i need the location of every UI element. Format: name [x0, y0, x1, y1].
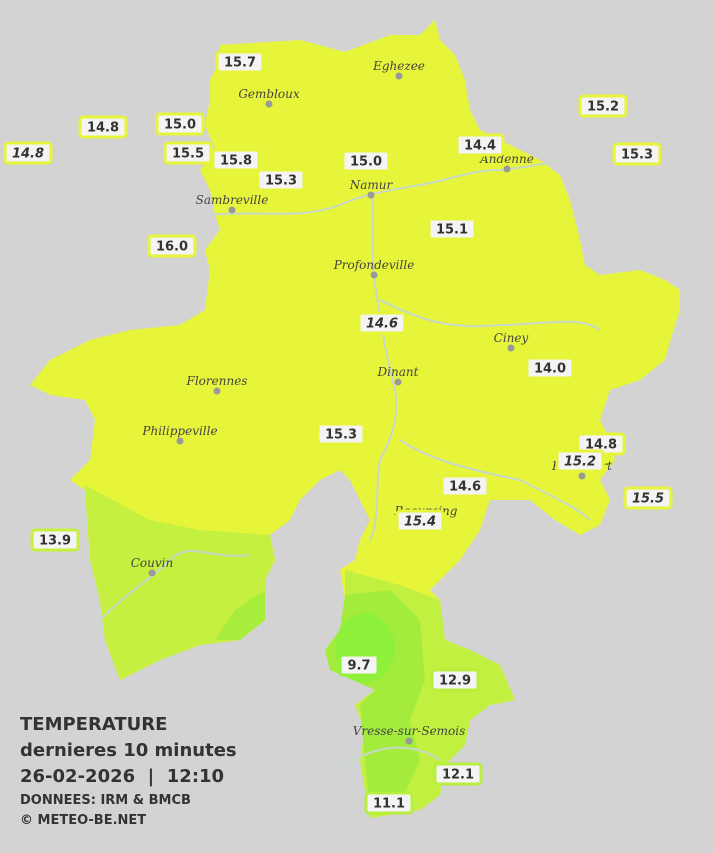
station-value: 15.4	[404, 515, 436, 530]
station-value: 15.3	[325, 428, 357, 443]
town-dot	[228, 206, 236, 214]
station-value: 14.6	[449, 480, 481, 495]
town-label: Philippeville	[141, 424, 217, 438]
station-value: 14.4	[464, 139, 496, 154]
station-value: 14.8	[12, 147, 44, 162]
station-value: 15.3	[265, 174, 297, 189]
station-value: 15.2	[564, 455, 596, 470]
station-box	[256, 168, 306, 192]
town-dot	[148, 569, 156, 577]
station-value: 15.5	[172, 147, 204, 162]
station-value: 15.3	[621, 148, 653, 163]
station-box	[433, 762, 483, 786]
station-value: 15.0	[350, 155, 382, 170]
town-label: Dinant	[377, 365, 419, 379]
station-value: 15.0	[164, 118, 196, 133]
town-dot	[503, 165, 511, 173]
town-label: Gembloux	[238, 87, 300, 101]
town-label: Sambreville	[196, 193, 269, 207]
station-box	[3, 141, 53, 165]
station-box	[30, 528, 80, 552]
zone	[215, 590, 265, 640]
datetime: 26-02-2026 | 12:10	[20, 766, 224, 787]
station-box	[623, 486, 673, 510]
town-dot	[176, 437, 184, 445]
station-box	[555, 449, 605, 473]
station-box	[395, 509, 445, 533]
station-value: 15.8	[220, 154, 252, 169]
station-value: 12.9	[439, 674, 471, 689]
station-value: 9.7	[347, 659, 370, 674]
station-value: 14.8	[585, 438, 617, 453]
town-dot	[394, 378, 402, 386]
station-value: 12.1	[442, 768, 474, 783]
town-dot	[507, 344, 515, 352]
station-box	[455, 133, 505, 157]
station-box	[147, 234, 197, 258]
town-label: Ciney	[494, 331, 529, 345]
town-dot	[213, 387, 221, 395]
town-label: Profondeville	[333, 258, 415, 272]
station-value: 14.0	[534, 362, 566, 377]
station-box	[215, 50, 265, 74]
station-value: 14.6	[366, 317, 398, 332]
station-box	[427, 217, 477, 241]
town-dot	[367, 191, 375, 199]
station-value: 14.8	[87, 121, 119, 136]
station-value: 13.9	[39, 534, 71, 549]
town-dot	[265, 100, 273, 108]
town-label: Florennes	[186, 374, 248, 388]
title: TEMPERATURE	[20, 714, 167, 735]
station-box	[430, 668, 480, 692]
station-value: 16.0	[156, 240, 188, 255]
station-box	[525, 356, 575, 380]
station-value: 11.1	[373, 797, 405, 812]
town-label: Vresse-sur-Semois	[353, 724, 466, 738]
source: DONNEES: IRM & BMCB	[20, 793, 191, 808]
station-box	[211, 148, 261, 172]
station-box	[78, 115, 128, 139]
station-box	[316, 422, 366, 446]
town-label: Eghezee	[372, 59, 425, 73]
town-label: Namur	[349, 178, 394, 192]
station-box	[357, 311, 407, 335]
station-box	[364, 791, 414, 815]
station-value: 15.7	[224, 56, 256, 71]
station-value: 15.1	[436, 223, 468, 238]
station-box	[155, 112, 205, 136]
station-box	[440, 474, 490, 498]
station-value: 15.5	[632, 492, 664, 507]
town-dot	[578, 472, 586, 480]
station-box	[578, 94, 628, 118]
town-dot	[395, 72, 403, 80]
station-value: 15.2	[587, 100, 619, 115]
station-box	[338, 653, 380, 677]
town-label: Couvin	[131, 556, 173, 570]
town-dot	[405, 737, 413, 745]
station-box	[612, 142, 662, 166]
subtitle: dernieres 10 minutes	[20, 740, 237, 761]
copyright: © METEO-BE.NET	[20, 813, 146, 828]
station-box	[341, 149, 391, 173]
town-dot	[370, 271, 378, 279]
station-box	[163, 141, 213, 165]
